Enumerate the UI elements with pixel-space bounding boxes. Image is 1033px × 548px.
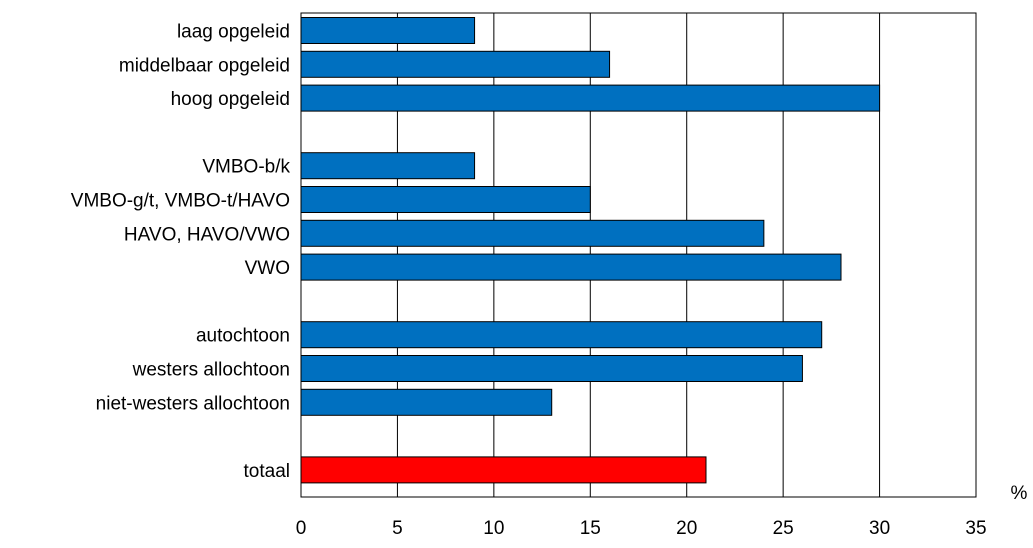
bar-5 <box>300 186 591 213</box>
category-label: niet-westers allochtoon <box>96 393 290 414</box>
bar-10 <box>300 355 803 382</box>
x-unit-label: % <box>1011 483 1028 504</box>
x-tick-label: 35 <box>965 518 986 539</box>
category-label: hoog opgeleid <box>171 89 290 110</box>
x-tick-label: 30 <box>869 518 890 539</box>
x-tick-label: 5 <box>392 518 403 539</box>
bar-11 <box>300 388 553 416</box>
category-label: VMBO-b/k <box>202 157 290 178</box>
x-tick-label: 25 <box>773 518 794 539</box>
category-label: laag opgeleid <box>177 22 290 43</box>
x-tick-labels: 0 5 10 15 20 25 30 35 <box>296 518 987 539</box>
bar-1 <box>300 50 611 78</box>
x-tick-label: 0 <box>296 518 307 539</box>
plot-frame <box>300 12 977 498</box>
category-label: VMBO-g/t, VMBO-t/HAVO <box>71 191 290 212</box>
category-labels: laag opgeleid middelbaar opgeleid hoog opg… <box>71 22 291 482</box>
x-tick-label: 15 <box>580 518 601 539</box>
category-label: totaal <box>244 461 290 482</box>
category-label: middelbaar opgeleid <box>119 55 290 76</box>
bar-13 <box>300 456 707 484</box>
bar-6 <box>300 219 765 247</box>
bars <box>300 17 881 484</box>
bar-0 <box>300 17 476 44</box>
category-label: autochtoon <box>196 326 290 347</box>
category-label: VWO <box>245 258 290 279</box>
bar-7 <box>300 253 842 281</box>
category-label: HAVO, HAVO/VWO <box>124 224 290 245</box>
bar-9 <box>300 321 823 349</box>
bar-4 <box>300 152 476 180</box>
plot-area-border <box>300 12 977 498</box>
bar-2 <box>300 84 881 112</box>
x-tick-label: 10 <box>483 518 504 539</box>
x-tick-label: 20 <box>676 518 697 539</box>
category-label: westers allochtoon <box>132 360 290 381</box>
